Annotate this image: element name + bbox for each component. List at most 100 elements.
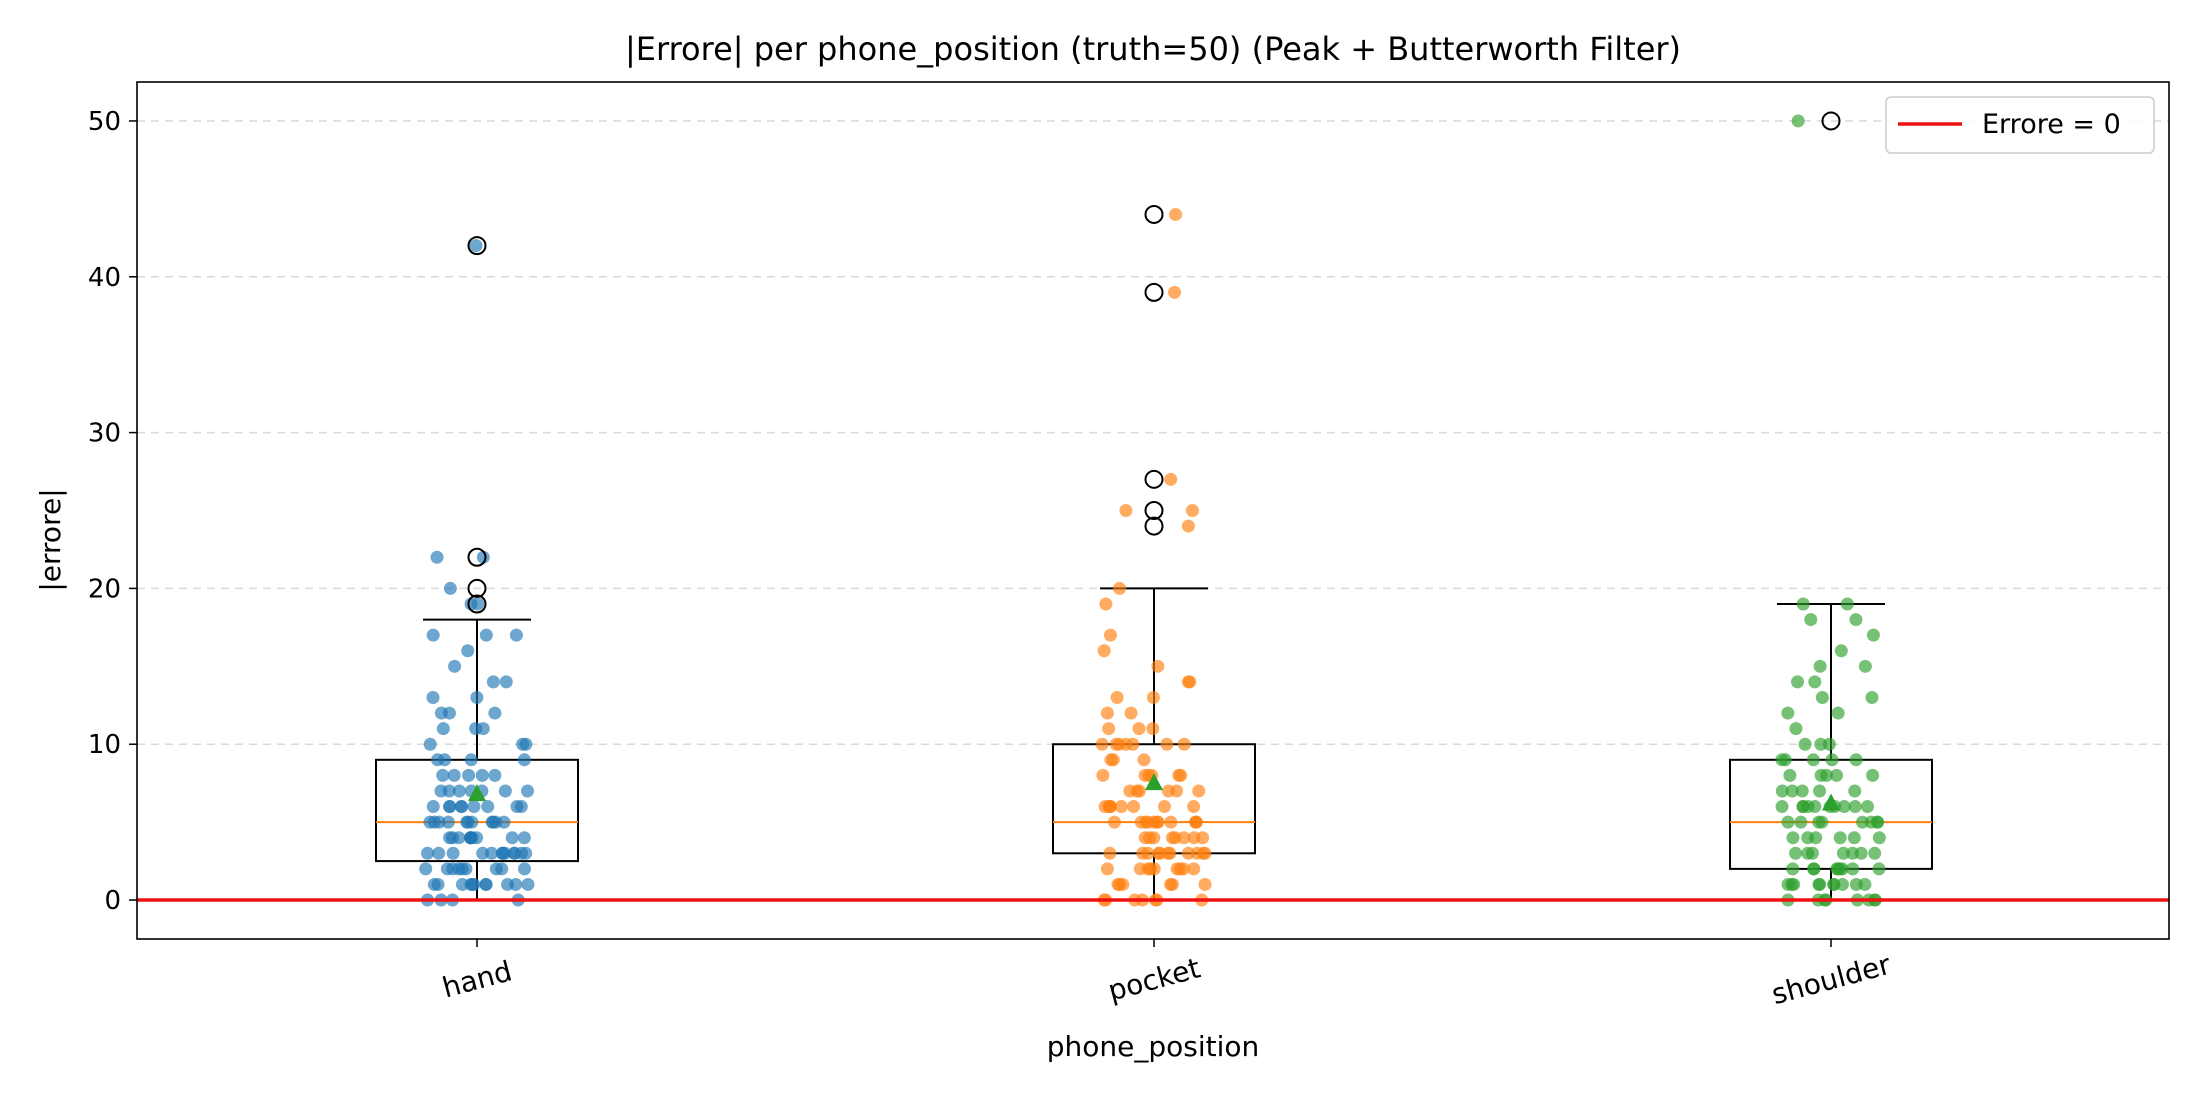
data-point	[1157, 800, 1171, 814]
data-point	[1835, 877, 1849, 891]
data-point	[1836, 846, 1850, 860]
data-point	[519, 737, 533, 751]
data-point	[419, 862, 433, 876]
data-point	[1789, 846, 1803, 860]
data-point	[443, 831, 457, 845]
data-point	[1861, 800, 1875, 814]
data-point	[423, 737, 437, 751]
data-point	[1846, 846, 1860, 860]
legend-entry-label: Errore = 0	[1982, 109, 2121, 140]
data-point	[1848, 784, 1862, 798]
data-point	[1095, 737, 1109, 751]
data-point	[1187, 800, 1201, 814]
mean-marker	[468, 784, 486, 802]
data-point	[464, 753, 478, 767]
data-point	[1097, 644, 1111, 658]
data-point	[1165, 877, 1179, 891]
data-point	[1789, 722, 1803, 736]
data-point	[1866, 768, 1880, 782]
data-point	[1147, 815, 1161, 829]
data-point	[1123, 784, 1137, 798]
data-point	[1127, 800, 1141, 814]
data-point	[1830, 768, 1844, 782]
data-point	[1112, 737, 1126, 751]
y-tick-label: 10	[88, 730, 121, 760]
data-point	[485, 846, 499, 860]
data-point	[1168, 285, 1182, 299]
data-point	[1870, 815, 1884, 829]
y-tick-label: 40	[88, 263, 121, 293]
data-point	[1786, 831, 1800, 845]
data-point	[1161, 784, 1175, 798]
data-point	[1187, 862, 1201, 876]
data-point	[443, 581, 457, 595]
data-point	[488, 768, 502, 782]
data-point	[1169, 207, 1183, 221]
data-point	[476, 846, 490, 860]
data-point	[1849, 753, 1863, 767]
data-point	[1808, 675, 1822, 689]
data-point	[436, 722, 450, 736]
data-point	[461, 644, 475, 658]
data-point	[471, 597, 485, 611]
data-point	[1815, 815, 1829, 829]
chart-title: |Errore| per phone_position (truth=50) (…	[625, 30, 1681, 68]
data-point	[443, 800, 457, 814]
data-point	[1833, 831, 1847, 845]
data-point	[1775, 800, 1789, 814]
data-point	[1849, 613, 1863, 627]
data-point	[1814, 768, 1828, 782]
data-point	[1146, 722, 1160, 736]
data-point	[500, 877, 514, 891]
data-point	[1825, 753, 1839, 767]
data-point	[505, 831, 519, 845]
data-point	[1781, 815, 1795, 829]
data-point	[1872, 831, 1886, 845]
data-point	[432, 846, 446, 860]
data-point	[496, 846, 510, 860]
data-point	[426, 690, 440, 704]
data-point	[426, 628, 440, 642]
data-point	[485, 815, 499, 829]
data-point	[1160, 737, 1174, 751]
data-point	[438, 753, 452, 767]
data-point	[431, 877, 445, 891]
outlier-marker	[467, 594, 487, 614]
data-point	[1196, 846, 1210, 860]
data-point	[1791, 114, 1805, 128]
data-point	[1104, 628, 1118, 642]
data-point	[1124, 706, 1138, 720]
outlier-marker	[1144, 469, 1164, 489]
data-point	[517, 862, 531, 876]
data-point	[1132, 722, 1146, 736]
data-point	[1181, 519, 1195, 533]
data-point	[1099, 597, 1113, 611]
y-axis: 0 10 20 30 40 50	[88, 107, 137, 916]
data-point	[507, 846, 521, 860]
data-point	[1102, 722, 1116, 736]
data-point	[495, 862, 509, 876]
data-point	[1103, 846, 1117, 860]
data-point	[421, 846, 435, 860]
data-point	[488, 706, 502, 720]
mean-marker	[1145, 773, 1163, 791]
legend: Errore = 0	[1885, 96, 2155, 154]
jitter-points-layer	[137, 111, 2169, 907]
data-point	[1126, 737, 1140, 751]
x-tick-label: shoulder	[1768, 948, 1894, 1011]
data-point	[446, 846, 460, 860]
data-point	[1775, 784, 1789, 798]
data-point	[1153, 846, 1167, 860]
data-point	[1170, 862, 1184, 876]
data-point	[1146, 690, 1160, 704]
data-point	[479, 877, 493, 891]
data-point	[1781, 706, 1795, 720]
x-axis-label: phone_position	[1047, 1030, 1260, 1063]
data-point	[1815, 690, 1829, 704]
data-point	[1791, 675, 1805, 689]
data-point	[1100, 706, 1114, 720]
data-point	[481, 800, 495, 814]
data-point	[1164, 815, 1178, 829]
data-point	[1868, 846, 1882, 860]
